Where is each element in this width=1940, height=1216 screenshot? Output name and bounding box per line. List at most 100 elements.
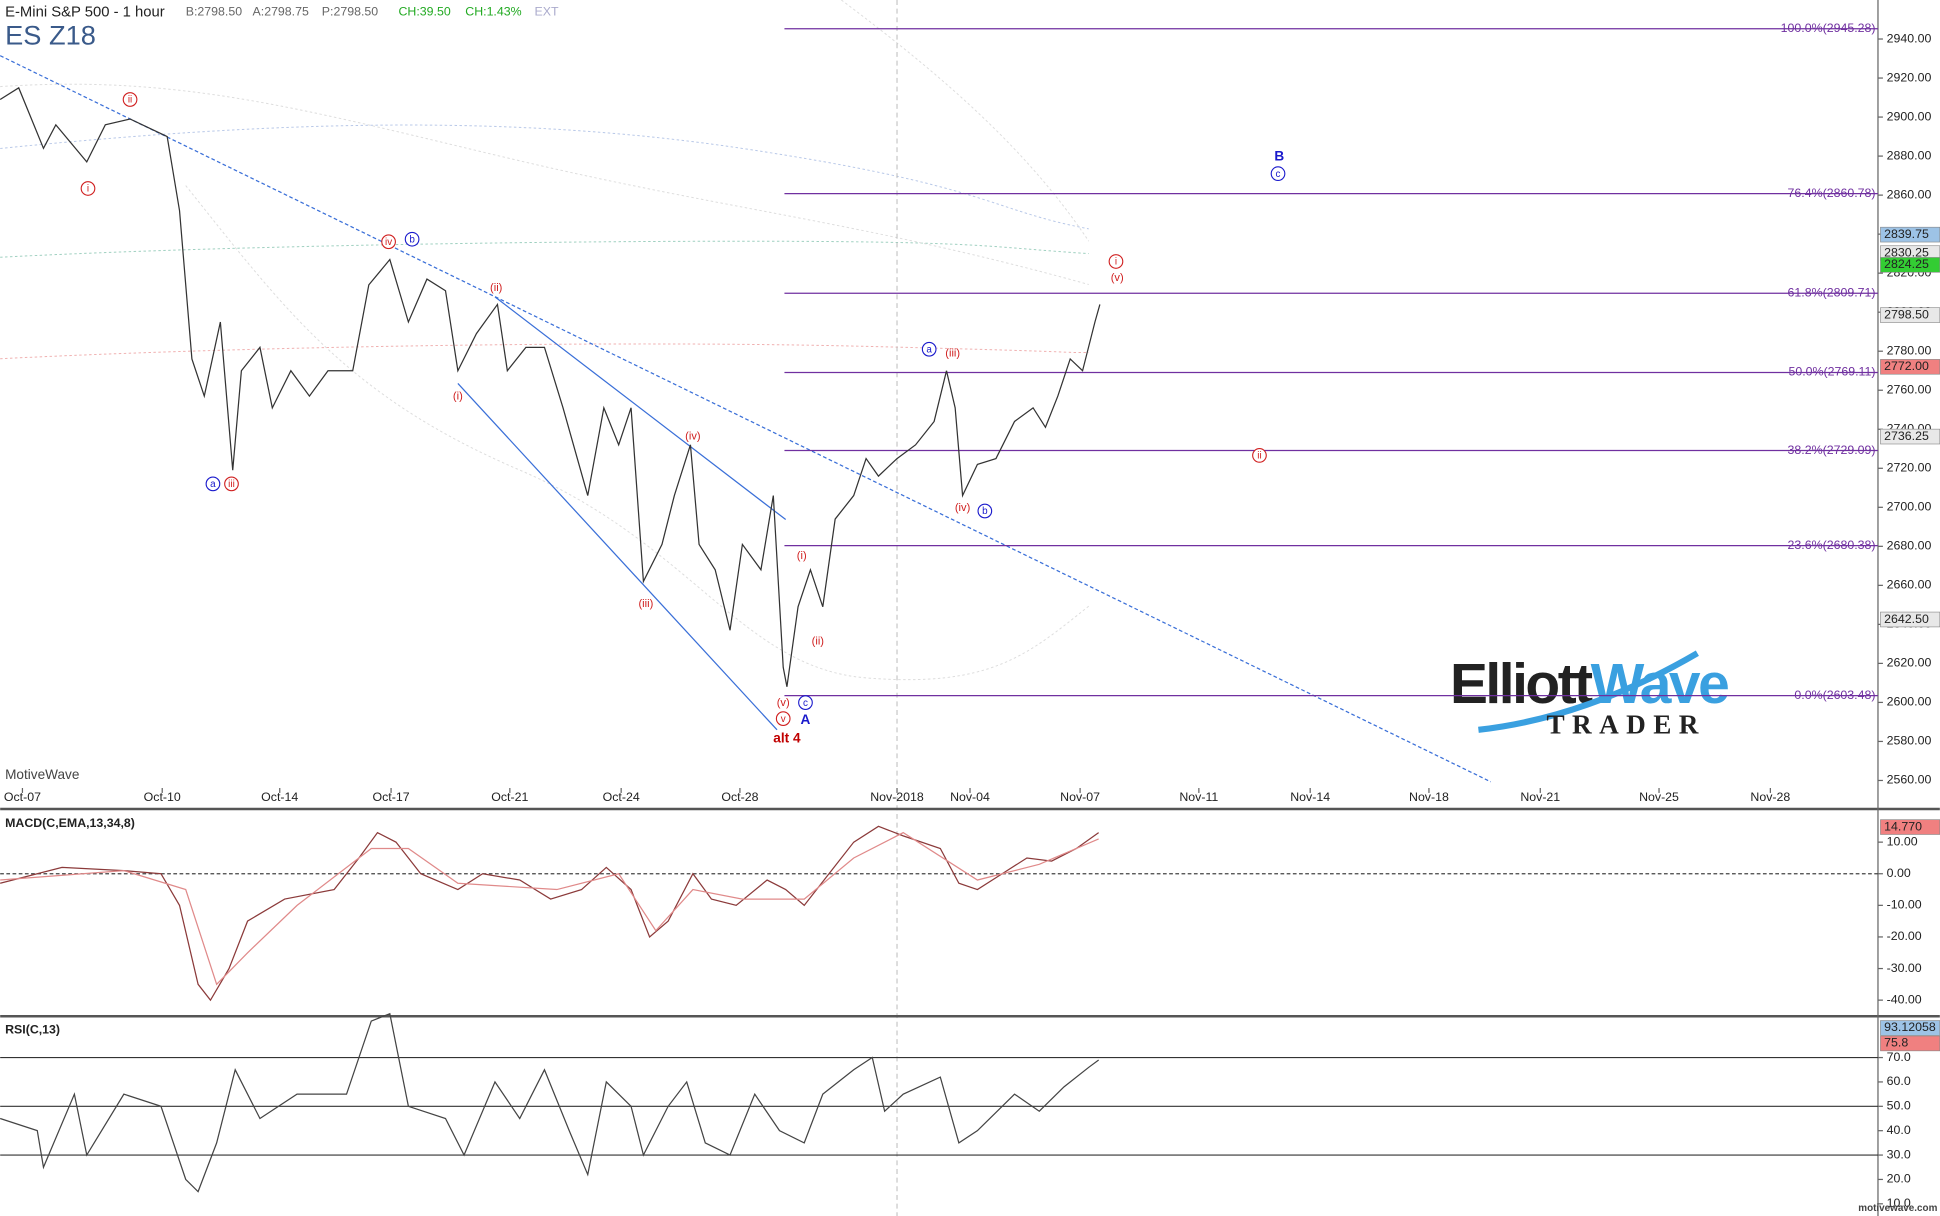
y-tick-label: 2700.00	[1887, 500, 1932, 514]
x-tick-label: Oct-28	[721, 790, 758, 804]
footer-left: MotiveWave	[5, 767, 79, 782]
logo-text: ElliottWave	[1450, 652, 1728, 716]
x-tick-label: Oct-07	[4, 790, 41, 804]
y-tick-label: 2860.00	[1887, 187, 1932, 201]
wave-circle	[1270, 166, 1286, 182]
price-tag-label: 2839.75	[1884, 227, 1929, 241]
wave-label: b	[982, 506, 988, 517]
wave-label: (ii)	[490, 282, 503, 294]
wave-label: ii	[128, 95, 132, 106]
y-tick-label: 2920.00	[1887, 70, 1932, 84]
wave-label: b	[409, 234, 415, 245]
quote: EXT	[535, 5, 559, 19]
y-tick-label: 60.0	[1887, 1074, 1911, 1088]
price-tag-label: 2830.25	[1884, 245, 1929, 259]
wave-circle	[1108, 254, 1124, 269]
wave-label: ii	[1257, 451, 1261, 462]
wave-label: (ii)	[812, 635, 825, 647]
wave-label: B	[1274, 149, 1284, 164]
y-tick-label: 2940.00	[1887, 31, 1932, 45]
wave-circle	[404, 231, 420, 247]
y-tick-label: 2880.00	[1887, 148, 1932, 162]
y-tick-label: 2560.00	[1887, 773, 1932, 787]
wave-label: i	[1115, 257, 1117, 268]
y-tick-label: 2620.00	[1887, 656, 1932, 670]
price-tag-label: 2642.50	[1884, 612, 1929, 626]
wave-circle	[921, 341, 937, 357]
wave-circle	[381, 234, 396, 250]
x-tick-label: Nov-21	[1520, 790, 1560, 804]
x-tick-label: Oct-21	[491, 790, 528, 804]
logo: ElliottWave TRADER	[1450, 650, 1731, 740]
panel-title: RSI(C,13)	[5, 1023, 60, 1037]
wave-label: c	[1276, 169, 1281, 180]
price-tag-label: 14.770	[1884, 819, 1922, 833]
wave-label: (iii)	[638, 598, 653, 610]
y-tick-label: 2760.00	[1887, 382, 1932, 396]
price-tag-label: 2824.25	[1884, 257, 1929, 271]
panel-title: MACD(C,EMA,13,34,8)	[5, 816, 135, 830]
channel-line	[494, 296, 787, 521]
y-tick-label: 2900.00	[1887, 109, 1932, 123]
y-tick-label: 20.0	[1887, 1172, 1911, 1186]
trend-line	[0, 55, 1492, 783]
wave-label: (iv)	[955, 502, 971, 514]
wave-label: i	[87, 184, 89, 195]
quote: A:2798.75	[253, 5, 309, 19]
x-tick-label: Nov-18	[1409, 790, 1449, 804]
logo-text: TRADER	[1546, 710, 1705, 740]
fib-label: 50.0%(2769.11)	[1788, 365, 1875, 379]
moving-average	[841, 0, 1090, 242]
series-line	[0, 825, 1100, 1002]
quote: CH:39.50	[398, 5, 450, 19]
x-tick-label: Oct-24	[603, 790, 640, 804]
moving-average	[0, 240, 1089, 258]
x-tick-label: Nov-04	[950, 790, 990, 804]
y-tick-label: 70.0	[1887, 1050, 1911, 1064]
wave-label: (iv)	[685, 430, 701, 442]
y-tick-label: -30.00	[1887, 961, 1922, 975]
fib-label: 38.2%(2729.09)	[1788, 443, 1876, 457]
price-tag-label: 2772.00	[1884, 359, 1929, 373]
wave-label: (v)	[777, 697, 790, 709]
x-tick-label: Nov-2018	[870, 790, 924, 804]
y-tick-label: 2680.00	[1887, 539, 1932, 553]
x-tick-label: Nov-28	[1750, 790, 1790, 804]
wave-label: iii	[228, 479, 235, 490]
wave-label: (i)	[453, 391, 463, 403]
fib-label: 100.0%(2945.28)	[1781, 21, 1876, 35]
moving-average	[0, 124, 1089, 230]
y-tick-label: 50.0	[1887, 1099, 1911, 1113]
channel-line	[457, 383, 778, 731]
wave-label: iv	[385, 237, 392, 248]
logo-swoosh	[1478, 650, 1699, 733]
wave-label: c	[803, 698, 808, 709]
price-tag-label: 75.8	[1884, 1036, 1908, 1050]
x-tick-label: Nov-25	[1639, 790, 1679, 804]
quote: P:2798.50	[322, 5, 378, 19]
y-tick-label: 0.00	[1887, 866, 1911, 880]
x-tick-label: Oct-10	[144, 790, 181, 804]
y-tick-label: 2720.00	[1887, 461, 1932, 475]
y-tick-label: 2780.00	[1887, 343, 1932, 357]
price-tag-label: 2736.25	[1884, 429, 1929, 443]
wave-label: a	[210, 479, 216, 490]
series-line	[0, 86, 1101, 687]
wave-circle	[122, 92, 138, 107]
logo-part: Elliott	[1450, 652, 1593, 716]
wave-circle	[775, 711, 791, 726]
wave-label: alt 4	[773, 731, 801, 746]
series-line	[0, 1012, 1100, 1193]
wave-label: (i)	[797, 550, 807, 562]
logo-part: Wave	[1591, 652, 1728, 716]
x-tick-label: Oct-17	[373, 790, 410, 804]
price-tag-label: 2798.50	[1884, 307, 1929, 321]
moving-average	[0, 343, 1089, 360]
footer-right: motivewave.com	[1858, 1203, 1937, 1214]
series-line	[0, 831, 1099, 986]
wave-label: A	[801, 712, 811, 727]
y-tick-label: 2580.00	[1887, 734, 1932, 748]
